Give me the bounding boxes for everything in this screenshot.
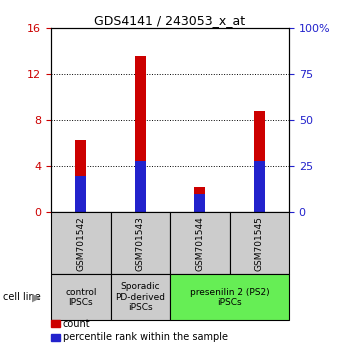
Bar (135, 56, 146, 212)
Title: GDS4141 / 243053_x_at: GDS4141 / 243053_x_at (95, 14, 245, 27)
Bar (170, 274, 289, 320)
Text: GSM701545: GSM701545 (255, 216, 264, 271)
Bar (254, 111, 265, 212)
Bar (254, 161, 265, 212)
Bar (75, 140, 86, 212)
Text: GSM701543: GSM701543 (136, 216, 145, 271)
Bar (170, 212, 230, 274)
Text: count: count (63, 319, 90, 329)
Bar (230, 212, 289, 274)
Bar (51, 212, 110, 274)
Bar (135, 161, 146, 212)
Text: ▶: ▶ (32, 292, 41, 302)
Text: GSM701542: GSM701542 (76, 216, 85, 271)
Text: percentile rank within the sample: percentile rank within the sample (63, 332, 228, 342)
Text: Sporadic
PD-derived
iPSCs: Sporadic PD-derived iPSCs (115, 282, 165, 312)
Text: GSM701544: GSM701544 (195, 216, 204, 271)
Bar (75, 176, 86, 212)
Text: cell line: cell line (3, 292, 41, 302)
Bar (194, 187, 205, 212)
Bar (110, 274, 170, 320)
Text: presenilin 2 (PS2)
iPSCs: presenilin 2 (PS2) iPSCs (190, 288, 269, 307)
Bar (194, 194, 205, 212)
Text: control
IPSCs: control IPSCs (65, 288, 97, 307)
Bar (51, 274, 110, 320)
Bar (110, 212, 170, 274)
